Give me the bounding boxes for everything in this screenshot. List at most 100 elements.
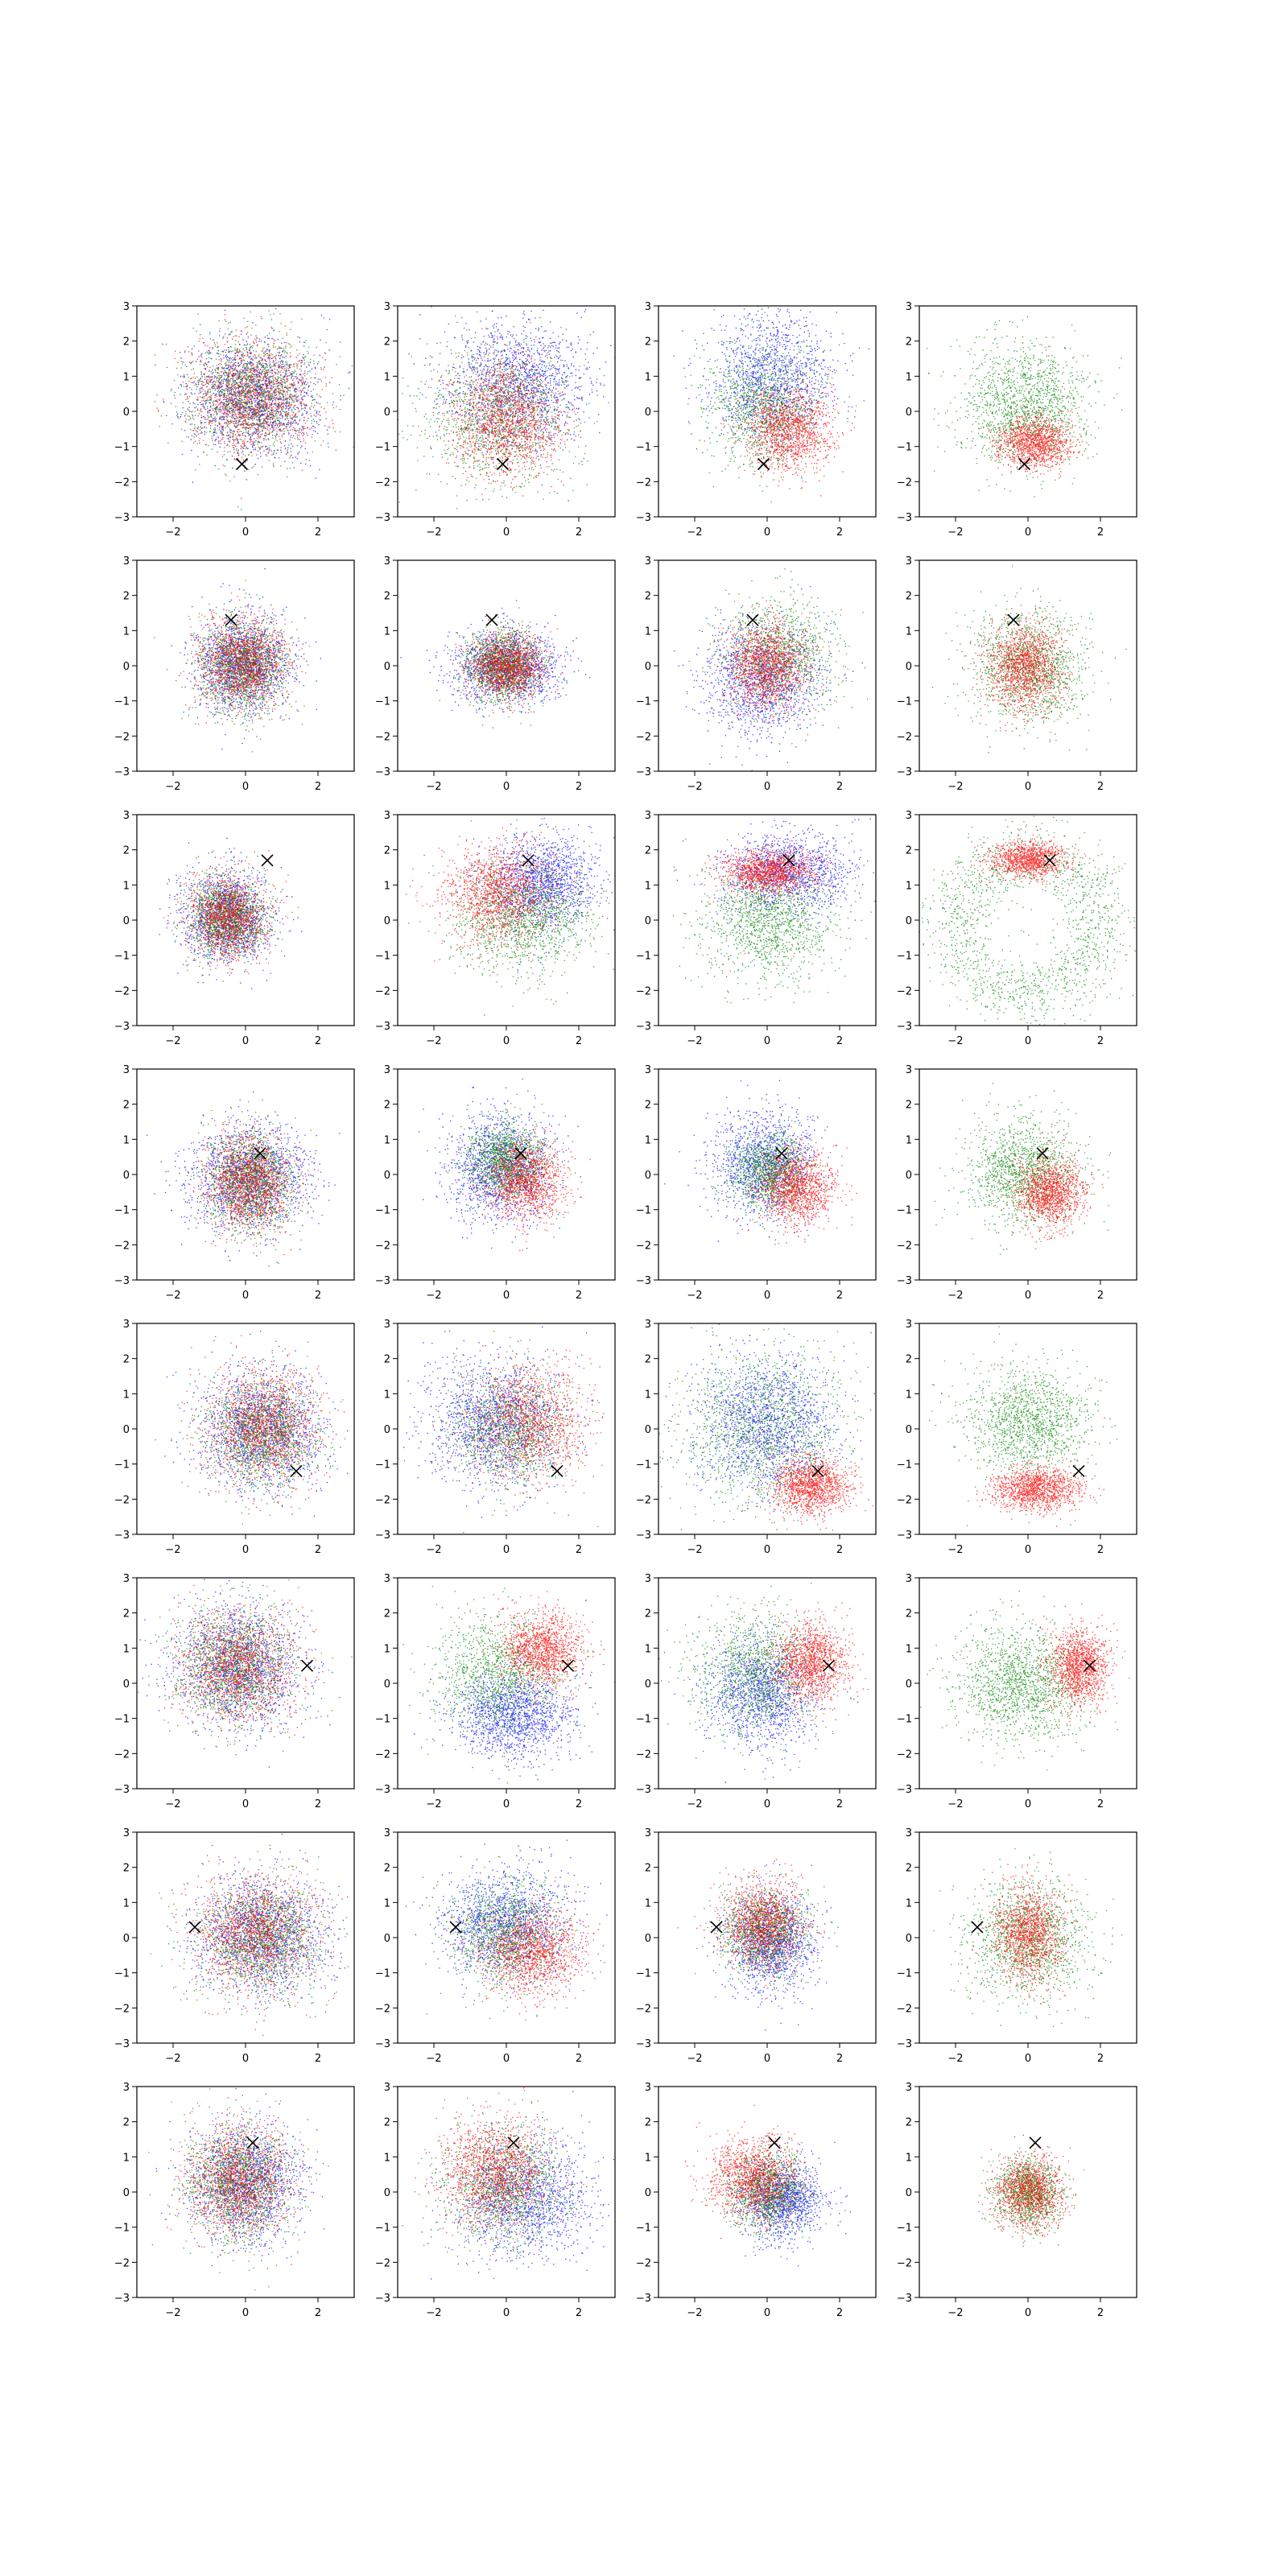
y-tick-label: −2 — [114, 985, 130, 997]
y-tick-label: −1 — [636, 2223, 651, 2235]
cloud-green-points — [979, 2135, 1076, 2247]
cloud-blue — [664, 1064, 836, 1244]
cloud-green-points — [673, 804, 881, 1003]
y-tick-label: −2 — [897, 2257, 912, 2269]
x-tick-label: −2 — [165, 1290, 180, 1302]
y-tick-label: 0 — [645, 2187, 651, 2199]
scatter-points — [677, 1859, 838, 2030]
y-tick-label: −2 — [114, 477, 130, 489]
scatter-points — [664, 1064, 857, 1245]
x-tick-label: 2 — [1097, 781, 1104, 793]
cloud-red-points — [968, 1457, 1104, 1527]
y-tick-label: 0 — [645, 407, 651, 419]
y-tick-label: 3 — [906, 1573, 912, 1585]
x-marker — [247, 2137, 258, 2149]
cloud-green — [687, 559, 868, 743]
cloud-red — [390, 322, 586, 500]
cloud-red-points — [390, 322, 586, 500]
x-tick-label: 0 — [1025, 2307, 1031, 2319]
scatter-points — [673, 804, 885, 1003]
y-tick-label: 1 — [645, 880, 651, 892]
x-tick-label: −2 — [687, 1798, 702, 1810]
scatter-points — [386, 269, 637, 566]
y-tick-label: 2 — [645, 1354, 651, 1366]
y-tick-label: 0 — [384, 1933, 390, 1945]
scatter-points — [406, 808, 638, 1015]
y-tick-label: −3 — [636, 512, 651, 524]
scatter-points — [916, 806, 1145, 1034]
y-tick-label: −3 — [897, 1021, 912, 1033]
y-tick-label: −3 — [897, 2038, 912, 2050]
y-tick-label: 2 — [384, 1608, 390, 1620]
cloud-green — [148, 2089, 328, 2291]
y-tick-label: 2 — [645, 1608, 651, 1620]
y-tick-label: 3 — [384, 301, 390, 313]
y-tick-label: 0 — [645, 1678, 651, 1690]
y-tick-label: −1 — [114, 951, 130, 963]
cloud-green-points — [685, 293, 850, 521]
x-marker — [972, 1922, 983, 1933]
y-tick-label: −3 — [636, 1275, 651, 1287]
y-tick-label: 2 — [906, 1354, 912, 1366]
y-tick-label: −1 — [375, 1205, 390, 1217]
x-tick-label: −2 — [165, 1035, 180, 1047]
y-tick-label: −3 — [375, 1021, 390, 1033]
x-marker — [291, 1465, 302, 1476]
x-tick-label: −2 — [687, 781, 702, 793]
y-tick-label: 1 — [123, 371, 130, 383]
y-tick-label: 2 — [645, 2117, 651, 2129]
y-tick-label: 0 — [123, 915, 130, 927]
y-tick-label: 3 — [123, 1827, 130, 1839]
y-tick-label: 0 — [123, 1170, 130, 1182]
cloud-red — [444, 619, 566, 725]
scatter-points — [935, 1083, 1111, 1255]
y-tick-label: −1 — [636, 1714, 651, 1726]
scatter-points — [390, 1839, 619, 2020]
y-tick-label: −3 — [636, 1530, 651, 1542]
y-tick-label: 2 — [123, 591, 130, 603]
cloud-green — [179, 1101, 319, 1267]
scatter-points — [148, 2068, 328, 2291]
y-tick-label: 1 — [384, 2152, 390, 2164]
cloud-blue-points — [674, 255, 869, 478]
y-tick-label: 0 — [645, 1424, 651, 1436]
x-tick-label: 2 — [576, 1798, 582, 1810]
y-tick-label: −1 — [636, 1968, 651, 1980]
x-tick-label: 0 — [764, 2053, 770, 2065]
y-tick-label: 1 — [645, 1897, 651, 1909]
x-tick-label: −2 — [687, 1544, 702, 1556]
cloud-red — [705, 580, 840, 745]
x-tick-label: −2 — [426, 2053, 441, 2065]
cloud-red — [1017, 1604, 1123, 1723]
cloud-blue-points — [647, 1323, 877, 1517]
x-tick-label: 0 — [242, 526, 249, 539]
cloud-blue-points — [419, 1079, 581, 1249]
y-tick-label: 2 — [906, 845, 912, 857]
y-tick-label: −2 — [375, 1748, 390, 1761]
y-tick-label: 3 — [906, 555, 912, 568]
y-tick-label: −3 — [114, 1530, 130, 1542]
y-tick-label: 0 — [906, 915, 912, 927]
y-tick-label: −2 — [897, 731, 912, 743]
y-tick-label: 2 — [384, 1863, 390, 1875]
y-tick-label: 3 — [645, 2082, 651, 2094]
y-tick-label: 3 — [645, 301, 651, 313]
scatter-points — [155, 1317, 363, 1547]
y-tick-label: 2 — [645, 845, 651, 857]
y-tick-label: 0 — [384, 1678, 390, 1690]
cloud-green — [127, 1571, 329, 1752]
y-tick-label: 1 — [384, 1897, 390, 1909]
x-tick-label: −2 — [687, 1290, 702, 1302]
y-tick-label: 1 — [123, 1643, 130, 1655]
y-tick-label: 2 — [645, 336, 651, 349]
x-tick-label: 2 — [836, 1035, 843, 1047]
x-marker — [508, 2137, 519, 2149]
